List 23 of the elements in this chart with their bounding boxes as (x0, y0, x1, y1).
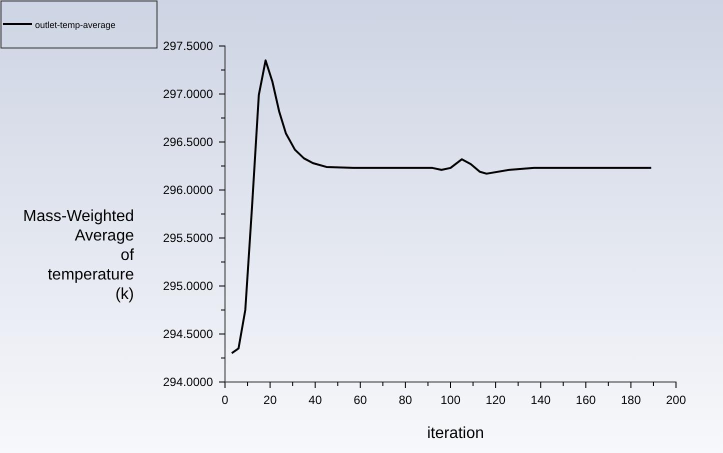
x-tick-label: 80 (398, 393, 412, 408)
x-axis-title: iteration (427, 425, 484, 442)
x-tick-label: 100 (440, 393, 461, 408)
x-tick-label: 0 (222, 393, 229, 408)
x-tick-label: 160 (576, 393, 596, 408)
y-axis-title: Mass-Weighted Average of temperature (k) (23, 208, 135, 303)
x-tick-label: 60 (354, 393, 368, 408)
y-tick-label: 296.0000 (162, 182, 214, 197)
x-tick-label: 40 (308, 393, 322, 408)
legend-label: outlet-temp-average (35, 20, 116, 30)
y-tick-label: 295.0000 (162, 278, 214, 293)
line-series (230, 59, 652, 354)
y-tick-label: 297.0000 (162, 86, 214, 101)
x-tick-label: 140 (530, 393, 552, 408)
x-tick-label: 200 (666, 393, 686, 408)
y-tick-label: 294.5000 (162, 326, 214, 341)
y-tick-label: 295.5000 (162, 230, 214, 245)
x-tick-label: 20 (263, 393, 278, 408)
y-tick-label: 294.0000 (162, 374, 214, 389)
y-tick-label: 297.5000 (162, 38, 214, 53)
x-tick-label: 180 (620, 393, 642, 408)
y-tick-label: 296.5000 (162, 134, 214, 149)
x-tick-label: 120 (486, 393, 506, 408)
